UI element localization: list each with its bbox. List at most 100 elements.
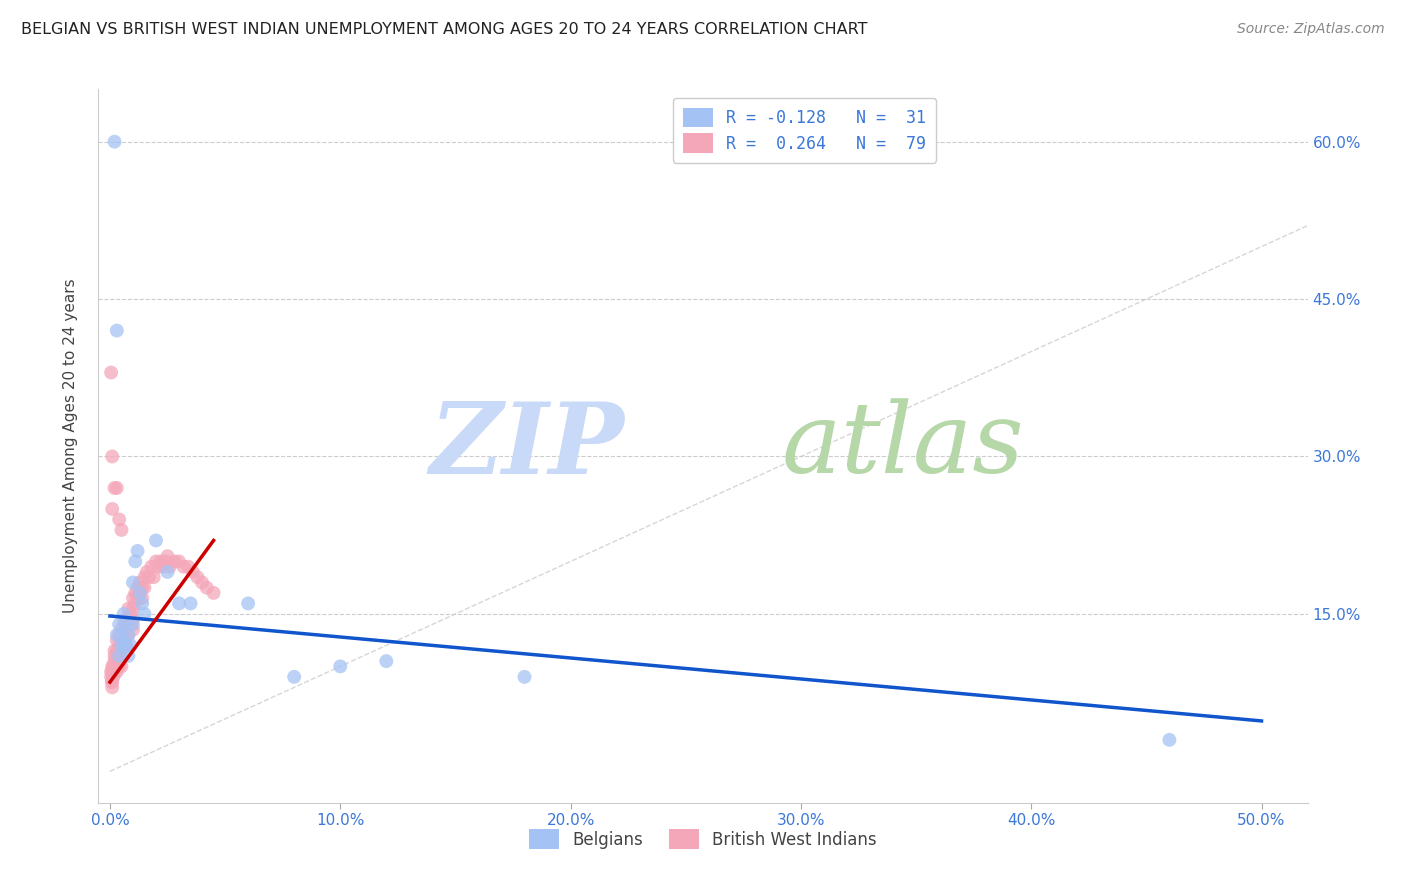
Point <box>149 554 172 568</box>
Point <box>122 623 145 637</box>
Point <box>120 607 142 621</box>
Point <box>100 366 122 380</box>
Point <box>122 601 145 615</box>
Point <box>112 639 135 653</box>
Point <box>101 450 124 464</box>
Point <box>134 607 156 621</box>
Point <box>177 559 200 574</box>
Point <box>110 643 132 657</box>
Point <box>236 596 259 610</box>
Point <box>155 554 177 568</box>
Legend: Belgians, British West Indians: Belgians, British West Indians <box>519 820 887 859</box>
Point <box>117 601 139 615</box>
Point <box>101 659 124 673</box>
Point <box>122 617 145 632</box>
Point <box>105 324 128 338</box>
Point <box>108 648 131 663</box>
Point <box>375 654 398 668</box>
Point <box>103 670 125 684</box>
Point <box>122 612 145 626</box>
Point <box>202 586 225 600</box>
Point <box>103 665 125 679</box>
Point <box>513 670 536 684</box>
Point <box>105 643 128 657</box>
Point <box>127 581 149 595</box>
Point <box>108 628 131 642</box>
Point <box>110 639 132 653</box>
Point <box>156 565 179 579</box>
Point <box>103 481 125 495</box>
Point <box>142 570 165 584</box>
Text: Source: ZipAtlas.com: Source: ZipAtlas.com <box>1237 22 1385 37</box>
Point <box>128 575 150 590</box>
Point <box>141 559 163 574</box>
Point <box>128 586 150 600</box>
Point <box>131 581 153 595</box>
Point <box>128 586 150 600</box>
Point <box>108 659 131 673</box>
Point <box>117 628 139 642</box>
Point <box>115 617 138 632</box>
Point <box>131 591 153 606</box>
Point <box>115 639 138 653</box>
Point <box>103 659 125 673</box>
Point <box>127 544 149 558</box>
Y-axis label: Unemployment Among Ages 20 to 24 years: Unemployment Among Ages 20 to 24 years <box>63 278 77 614</box>
Point <box>135 565 157 579</box>
Point <box>173 559 195 574</box>
Point <box>112 617 135 632</box>
Point <box>124 554 146 568</box>
Point <box>105 654 128 668</box>
Point <box>181 565 204 579</box>
Point <box>101 665 124 679</box>
Point <box>186 570 208 584</box>
Point <box>110 523 132 537</box>
Point <box>103 654 125 668</box>
Point <box>167 596 190 610</box>
Point <box>110 623 132 637</box>
Point <box>134 570 156 584</box>
Point <box>122 575 145 590</box>
Point <box>156 549 179 564</box>
Point <box>108 617 131 632</box>
Point <box>180 596 202 610</box>
Point <box>163 554 186 568</box>
Point <box>134 581 156 595</box>
Point <box>101 675 124 690</box>
Point <box>108 512 131 526</box>
Point <box>117 612 139 626</box>
Point <box>127 591 149 606</box>
Point <box>115 628 138 642</box>
Point <box>195 581 218 595</box>
Point <box>101 681 124 695</box>
Point <box>108 639 131 653</box>
Point <box>1159 732 1181 747</box>
Point <box>112 607 135 621</box>
Point <box>283 670 305 684</box>
Point <box>122 591 145 606</box>
Point <box>110 659 132 673</box>
Point <box>105 481 128 495</box>
Point <box>329 659 352 673</box>
Point <box>110 628 132 642</box>
Point <box>105 628 128 642</box>
Point <box>167 554 190 568</box>
Point <box>117 648 139 663</box>
Point <box>110 639 132 653</box>
Point <box>117 628 139 642</box>
Point <box>103 643 125 657</box>
Point <box>120 639 142 653</box>
Point <box>110 628 132 642</box>
Point <box>124 596 146 610</box>
Point <box>115 617 138 632</box>
Point <box>105 633 128 648</box>
Point <box>112 628 135 642</box>
Point <box>105 665 128 679</box>
Point <box>115 612 138 626</box>
Point <box>103 648 125 663</box>
Point <box>101 675 124 690</box>
Point <box>148 559 170 574</box>
Point <box>124 586 146 600</box>
Point <box>191 575 214 590</box>
Point <box>115 639 138 653</box>
